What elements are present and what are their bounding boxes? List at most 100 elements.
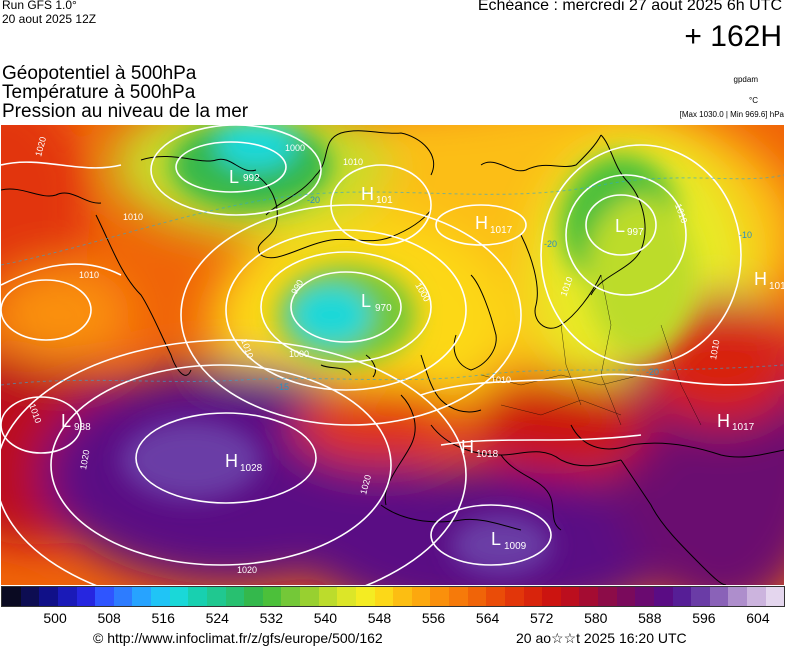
svg-text:H: H — [461, 437, 474, 457]
svg-text:L: L — [361, 291, 371, 311]
geopotential-field — [1, 125, 784, 585]
scale-swatch — [151, 587, 170, 606]
pressure-center: L 988 — [61, 411, 91, 433]
scale-tick: 572 — [530, 610, 554, 626]
isobar-label: 1000 — [289, 349, 309, 359]
isobar-label: 1020 — [237, 565, 257, 575]
coastlines — [1, 130, 784, 585]
scale-tick: 556 — [421, 610, 446, 626]
unit-temperature: °C — [749, 96, 758, 105]
scale-swatch — [486, 587, 505, 606]
title-temperature: Température à 500hPa — [2, 82, 196, 103]
pressure-center: H 101 — [754, 269, 784, 292]
scale-swatch — [39, 587, 58, 606]
scale-tick: 524 — [205, 610, 229, 626]
scale-swatch — [95, 587, 114, 606]
copyright-link[interactable]: © http://www.infoclimat.fr/z/gfs/europe/… — [93, 630, 383, 646]
scale-swatch — [467, 587, 487, 606]
temperature-label: -20 — [307, 195, 320, 205]
svg-text:988: 988 — [74, 422, 91, 433]
scale-swatch — [747, 587, 766, 606]
pressure-center: H 1017 — [717, 411, 755, 433]
scale-tick: 604 — [746, 610, 770, 626]
scale-swatch — [449, 587, 468, 606]
scale-swatch — [300, 587, 319, 606]
svg-text:H: H — [754, 269, 767, 289]
temperature-label: -20 — [646, 367, 659, 377]
scale-swatch — [188, 587, 207, 606]
temperature-isolines — [1, 174, 784, 386]
scale-swatch — [132, 587, 151, 606]
scale-tick: 564 — [475, 610, 500, 626]
scale-swatch — [411, 587, 431, 606]
svg-text:L: L — [615, 216, 625, 236]
scale-swatch — [542, 587, 561, 606]
scale-swatch — [560, 587, 580, 606]
scale-swatch — [523, 587, 543, 606]
scale-swatch — [374, 587, 394, 606]
generated-time: 20 ao☆☆t 2025 16:20 UTC — [516, 630, 687, 646]
scale-swatch — [76, 587, 96, 606]
svg-text:1009: 1009 — [504, 541, 527, 552]
run-label: Run GFS 1.0° — [2, 0, 77, 12]
scale-tick: 588 — [638, 610, 662, 626]
svg-text:1017: 1017 — [732, 422, 755, 433]
scale-swatch — [393, 587, 412, 606]
scale-swatch — [244, 587, 263, 606]
svg-text:997: 997 — [627, 227, 644, 238]
title-geopotential: Géopotentiel à 500hPa — [2, 63, 197, 84]
isobar-label: 1020 — [78, 449, 91, 470]
scale-swatch — [262, 587, 282, 606]
scale-swatch — [765, 587, 785, 606]
scale-tick: 548 — [367, 610, 392, 626]
scale-swatch — [616, 587, 636, 606]
temperature-label: -10 — [739, 230, 752, 240]
scale-swatch — [281, 587, 300, 606]
pressure-center: L 970 — [361, 291, 392, 314]
pressure-center: H 1028 — [225, 451, 263, 474]
isobar-label: 1010 — [708, 339, 721, 360]
scale-tick: 500 — [43, 610, 67, 626]
scale-swatch — [57, 587, 77, 606]
scale-tick: 580 — [584, 610, 608, 626]
scale-swatch — [635, 587, 654, 606]
scale-swatch — [504, 587, 524, 606]
title-pressure: Pression au niveau de la mer — [2, 101, 249, 122]
scale-swatch — [598, 587, 617, 606]
scale-swatch — [20, 587, 40, 606]
svg-text:101: 101 — [376, 195, 393, 206]
temperature-labels: -20 -20 -10 -15 -20 — [276, 195, 752, 392]
isobar-label: 1000 — [285, 143, 305, 153]
svg-text:992: 992 — [243, 173, 260, 184]
scale-swatch — [169, 587, 189, 606]
pressure-centers: L 988 L 992 H 101 H 1017 L 970 L 997 H 101 H 102… — [61, 167, 784, 552]
svg-text:H: H — [361, 184, 374, 204]
scale-swatch — [355, 587, 375, 606]
scale-tick: 516 — [151, 610, 175, 626]
svg-text:1017: 1017 — [490, 225, 513, 236]
pressure-center: L 1009 — [491, 529, 527, 552]
svg-text:L: L — [61, 411, 71, 431]
pressure-center: H 1017 — [475, 213, 513, 236]
svg-text:H: H — [225, 451, 238, 471]
weather-map: 1020 1010 1000 1010 990 1000 1010 1000 1… — [1, 125, 784, 585]
svg-text:970: 970 — [375, 303, 392, 314]
scale-swatch — [318, 587, 338, 606]
scale-swatch — [206, 587, 226, 606]
run-date: 20 aout 2025 12Z — [2, 12, 97, 26]
scale-swatch — [113, 587, 133, 606]
isobar-labels: 1020 1010 1000 1010 990 1000 1010 1000 1… — [27, 136, 721, 575]
svg-text:101: 101 — [769, 281, 784, 292]
scale-swatch — [225, 587, 245, 606]
svg-text:H: H — [717, 411, 730, 431]
svg-text:1028: 1028 — [240, 463, 263, 474]
temperature-label: -20 — [544, 239, 557, 249]
isobars — [1, 125, 784, 585]
scale-swatch — [728, 587, 747, 606]
pressure-center: H 1018 — [461, 437, 499, 460]
scale-swatch — [2, 587, 21, 606]
temperature-label: -15 — [276, 382, 289, 392]
scale-swatch — [672, 587, 692, 606]
pressure-center: H 101 — [361, 184, 393, 206]
svg-text:1018: 1018 — [476, 449, 499, 460]
